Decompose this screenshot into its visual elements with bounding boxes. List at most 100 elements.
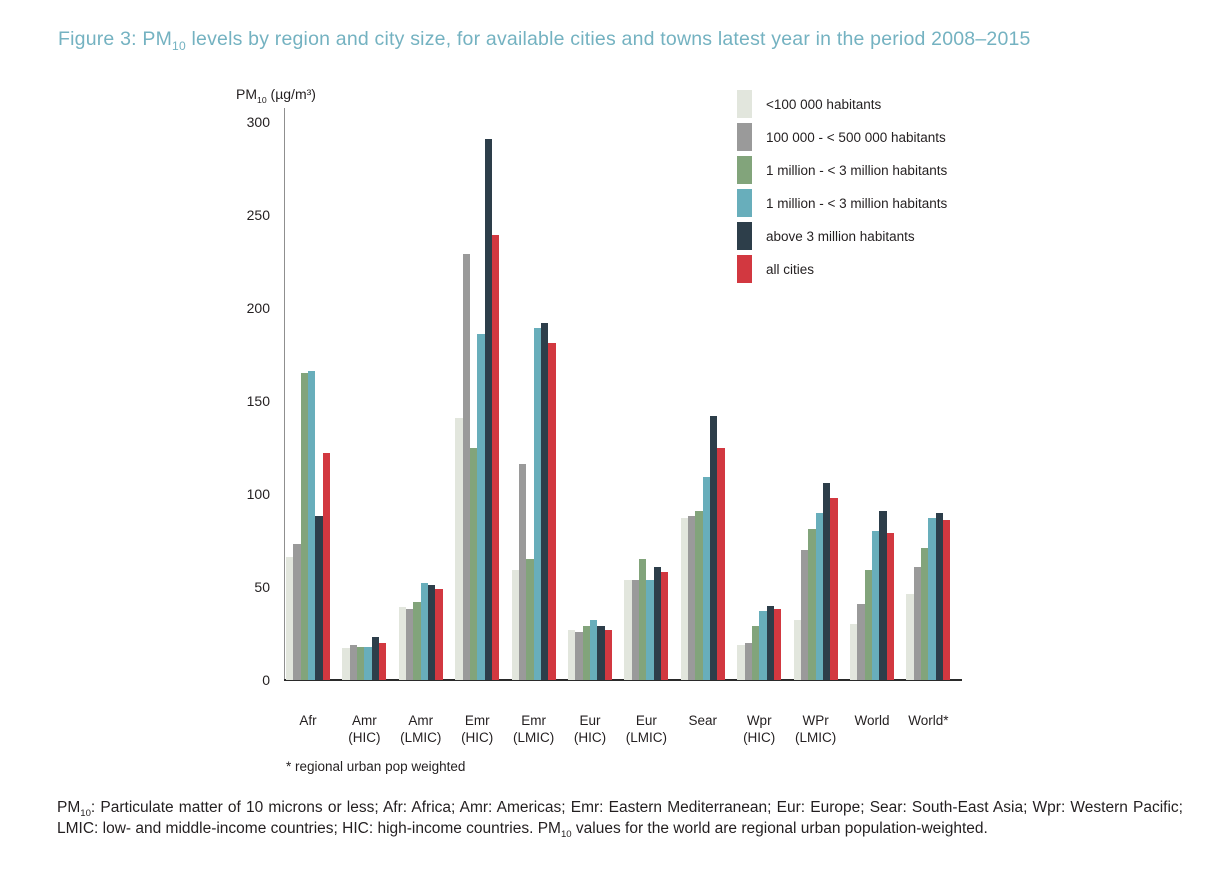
bar-wpr-hic-above-3-million-habitants [766,605,774,680]
bar-eur-lmic-100-000-500-000-habitants [631,579,640,680]
x-label-world: World* [883,712,973,729]
x-label-afr: Afr [263,712,353,729]
x-label-wpr-lmic: WPr (LMIC) [771,712,861,746]
x-label-wpr-hic: Wpr (HIC) [714,712,804,746]
x-label-line: Emr [464,713,490,728]
x-label-line: Amr [408,713,434,728]
bar-wpr-lmic-100-000-500-000-habitants [800,549,809,680]
bar-eur-lmic-1-million-3-million-habitants [646,579,654,680]
bar-emr-lmic-1-million-3-million-habitants [533,328,541,680]
subscript: 10 [560,829,572,841]
x-label-line: World* [908,713,949,728]
x-label-amr-lmic: Amr (LMIC) [376,712,466,746]
bar-wpr-lmic-1-million-3-million-habitants [815,512,823,680]
bar-afr-100-000-500-000-habitants [293,544,301,680]
legend-item-5: all cities [737,255,947,283]
bar-sear-100-000-habitants [680,518,689,680]
bar-sear-all-cities [717,447,725,680]
bar-amr-hic-above-3-million-habitants [371,637,380,680]
bar-sear-1-million-3-million-habitants [702,477,711,680]
legend-swatch-1 [737,123,752,151]
bar-amr-hic-100-000-500-000-habitants [349,644,358,680]
bar-world-1-million-3-million-habitants [871,531,880,680]
bar-group-wpr-hic [737,122,782,680]
bar-wpr-lmic-100-000-habitants [793,620,801,680]
legend-label-4: above 3 million habitants [766,228,915,244]
bar-world-1-million-3-million-habitants [928,518,936,680]
bar-eur-hic-above-3-million-habitants [597,626,605,680]
bar-amr-hic-1-million-3-million-habitants [357,646,365,680]
bar-eur-lmic-1-million-3-million-habitants [639,559,647,680]
legend-item-3: 1 million - < 3 million habitants [737,189,947,217]
legend-label-5: all cities [766,261,815,277]
x-label-line: Amr [352,713,377,728]
bar-world-1-million-3-million-habitants [864,570,872,680]
bar-sear-above-3-million-habitants [710,415,718,680]
bar-emr-hic-1-million-3-million-habitants [469,447,478,680]
bar-emr-lmic-100-000-habitants [511,570,519,680]
bar-group-emr-hic [455,122,500,680]
x-label-sear: Sear [658,712,748,729]
bar-world-above-3-million-habitants [879,510,887,680]
subscript: 10 [80,808,91,820]
y-tick-label-0: 0 [262,672,270,688]
bar-sear-1-million-3-million-habitants [695,510,703,680]
bar-eur-lmic-100-000-habitants [624,579,632,680]
y-tick-label-100: 100 [246,486,270,502]
x-label-emr-hic: Emr (HIC) [432,712,522,746]
plot-area [284,122,964,680]
bar-world-above-3-million-habitants [935,512,944,680]
x-label-line: (HIC) [573,730,607,745]
x-label-line: (LMIC) [794,730,837,745]
x-label-line: Sear [688,713,718,728]
bar-emr-lmic-100-000-500-000-habitants [518,464,527,680]
bar-eur-hic-100-000-500-000-habitants [575,631,583,680]
bar-group-eur-hic [568,122,612,680]
bar-world-100-000-habitants [850,624,858,680]
bar-group-eur-lmic [624,122,669,680]
bar-emr-hic-100-000-habitants [455,417,463,680]
legend-item-4: above 3 million habitants [737,222,947,250]
y-tick-label-300: 300 [246,114,270,130]
x-label-line: Emr [521,713,546,728]
subscript: 10 [257,94,267,105]
bar-wpr-hic-100-000-habitants [737,644,745,680]
bar-afr-all-cities [322,453,330,680]
legend-label-1: 100 000 - < 500 000 habitants [766,129,946,145]
legend-swatch-3 [737,189,752,217]
bar-eur-hic-1-million-3-million-habitants [589,620,598,680]
bar-emr-hic-above-3-million-habitants [484,138,492,680]
x-label-line: Afr [299,713,317,728]
x-axis-line [284,679,962,681]
bar-world-1-million-3-million-habitants [921,547,929,680]
legend-swatch-0 [737,90,752,118]
bar-group-sear [680,122,725,680]
legend-item-1: 100 000 - < 500 000 habitants [737,123,947,151]
legend-item-0: <100 000 habitants [737,90,947,118]
bar-group-world [850,122,894,680]
bar-group-amr-lmic [398,122,443,680]
x-label-line: Eur [579,713,601,728]
bar-amr-hic-1-million-3-million-habitants [364,646,372,680]
bar-group-world [906,122,951,680]
bar-emr-lmic-all-cities [548,343,556,680]
bar-amr-lmic-100-000-500-000-habitants [406,609,414,680]
x-label-line: (LMIC) [400,730,442,745]
legend-label-3: 1 million - < 3 million habitants [766,195,948,211]
bar-eur-lmic-all-cities [661,572,669,680]
x-label-line: (LMIC) [625,730,668,745]
x-label-line: World [854,713,890,728]
legend-item-2: 1 million - < 3 million habitants [737,156,947,184]
bar-afr-1-million-3-million-habitants [300,373,308,680]
bar-world-100-000-500-000-habitants [857,603,865,680]
legend-swatch-2 [737,156,752,184]
bar-amr-lmic-1-million-3-million-habitants [420,583,429,680]
bar-group-emr-lmic [511,122,556,680]
legend-label-2: 1 million - < 3 million habitants [766,162,948,178]
bar-amr-hic-all-cities [379,642,387,680]
bar-afr-100-000-habitants [286,557,294,680]
bar-eur-hic-100-000-habitants [568,629,576,680]
x-label-line: Eur [635,713,657,728]
legend: <100 000 habitants 100 000 - < 500 000 ha… [737,90,947,288]
